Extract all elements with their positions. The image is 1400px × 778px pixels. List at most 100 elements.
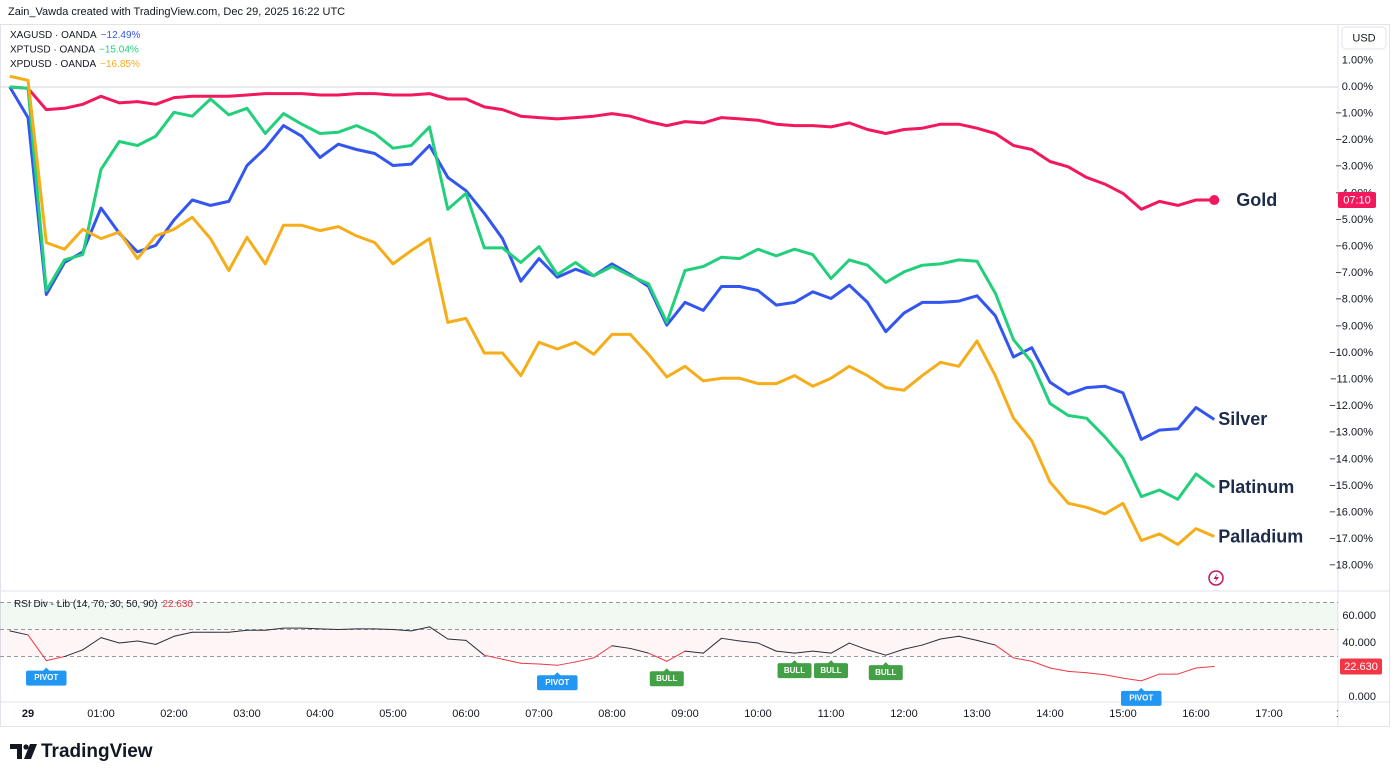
currency-box[interactable] — [1341, 26, 1387, 50]
signal-label: BULL — [784, 666, 805, 675]
y-tick-label: 0.00% — [1342, 81, 1373, 93]
rsi-segment — [885, 648, 905, 656]
currency-label[interactable]: USD — [1352, 32, 1375, 44]
y-tick-label: −15.00% — [1329, 480, 1373, 492]
y-tick-label: −18.00% — [1329, 560, 1373, 572]
rsi-segment — [137, 640, 157, 645]
rsi-segment — [556, 661, 577, 666]
rsi-segment — [611, 645, 631, 649]
rsi-segment — [520, 662, 540, 665]
legend-symbol: XAGUSD · OANDA — [10, 30, 97, 41]
rsi-segment — [82, 637, 102, 651]
series-line — [9, 74, 1215, 546]
value-badge-label: 22.630 — [1344, 661, 1378, 673]
x-tick-label: 17:00 — [1255, 708, 1283, 720]
alert-circle[interactable] — [1208, 570, 1224, 586]
time-axis: 29 01:00 02:00 03:00 04:00 05:00 06:00 07:00 08:… — [22, 708, 1348, 720]
series-line — [8, 86, 1216, 441]
rsi-segment — [465, 639, 485, 656]
brand-logo: TradingView — [10, 741, 153, 762]
signal-label: PIVOT — [1129, 693, 1153, 702]
legend-change: −15.04% — [99, 44, 139, 55]
rsi-segment — [1122, 677, 1142, 682]
rsi-segment — [1049, 667, 1069, 672]
value-badge — [1340, 658, 1382, 675]
alert-icon[interactable] — [1208, 570, 1224, 586]
y-tick-label: −9.00% — [1335, 320, 1373, 332]
rsi-segment — [976, 639, 996, 646]
rsi-segment — [903, 644, 923, 650]
rsi-segment — [940, 635, 960, 640]
x-tick-label: 04:00 — [306, 708, 334, 720]
rsi-segment — [575, 657, 595, 663]
rsi-segment — [684, 650, 704, 654]
x-tick-label: 14:00 — [1036, 708, 1064, 720]
signal-box — [814, 663, 849, 679]
legend-change: −16.85% — [100, 59, 140, 70]
x-tick-label: 15:00 — [1109, 708, 1137, 720]
x-tick-label: 05:00 — [379, 708, 407, 720]
y-tick-label: −6.00% — [1335, 240, 1373, 252]
plot-area — [0, 74, 1338, 546]
rsi-segment — [702, 637, 723, 654]
y-tick-label: 0.000 — [1348, 691, 1376, 703]
main-pane: 1.00%0.00%−1.00%−2.00%−3.00%−4.00%−5.00%… — [0, 30, 1376, 572]
alert-bolt[interactable] — [1213, 573, 1220, 583]
signal-box — [537, 675, 578, 691]
x-tick-label: 02:00 — [160, 708, 188, 720]
rsi-segment — [319, 628, 339, 631]
x-tick-label: 16:00 — [1182, 708, 1210, 720]
rsi-segment — [867, 649, 887, 656]
rsi-segment — [775, 650, 796, 654]
y-tick-label: −2.00% — [1335, 134, 1373, 146]
countdown-badge — [1338, 192, 1376, 209]
lower-band — [0, 629, 1338, 657]
rsi-segment — [1140, 673, 1161, 682]
x-tick-label: 10:00 — [744, 708, 772, 720]
rsi-segment — [1177, 667, 1197, 675]
x-tick-label: 18 — [1336, 708, 1348, 720]
x-tick-label: 11:00 — [818, 708, 845, 720]
rsi-segment — [228, 629, 248, 633]
signal-label: BULL — [875, 668, 896, 677]
rsi-segment — [155, 635, 175, 645]
rsi-segment — [848, 642, 869, 651]
rsi-segment — [794, 650, 814, 654]
x-tick-label: 07:00 — [525, 708, 553, 720]
x-tick-label: 12:00 — [890, 708, 918, 720]
indicator-value: 22.630 — [162, 599, 193, 610]
rsi-segment — [629, 647, 650, 654]
frame — [0, 24, 1390, 727]
y-tick-label: −12.00% — [1329, 400, 1373, 412]
series-end-label: Silver — [1218, 409, 1267, 429]
rsi-segment — [1195, 665, 1215, 669]
brand-name: TradingView — [41, 741, 153, 762]
rsi-segment — [921, 638, 942, 646]
y-tick-label: 1.00% — [1342, 54, 1373, 66]
x-tick-label: 09:00 — [671, 708, 699, 720]
series-end-label: Gold — [1236, 190, 1277, 210]
signal-box — [26, 670, 67, 686]
y-tick-label: 60.000 — [1342, 610, 1376, 622]
logo-t — [10, 744, 22, 759]
logo-dot — [23, 744, 29, 750]
rsi-segment — [100, 637, 120, 644]
rsi-segment — [1013, 657, 1033, 662]
y-tick-label: −7.00% — [1335, 267, 1373, 279]
currency-button[interactable]: USD — [1341, 26, 1387, 50]
series-line — [9, 85, 1216, 501]
rsi-segment — [374, 628, 394, 631]
rsi-segment — [264, 627, 285, 631]
rsi-segment — [9, 630, 29, 636]
x-tick-label: 03:00 — [233, 708, 261, 720]
signal-label: PIVOT — [545, 678, 569, 687]
attribution: Zain_Vawda created with TradingView.com,… — [8, 6, 345, 18]
y-tick-label: −1.00% — [1335, 107, 1373, 119]
y-tick-label: −16.00% — [1329, 506, 1373, 518]
rsi-segment — [118, 640, 139, 644]
legend-entry: XAGUSD · OANDA −12.49% — [10, 30, 141, 41]
rsi-segment — [812, 650, 832, 654]
signal-label: PIVOT — [34, 673, 58, 682]
